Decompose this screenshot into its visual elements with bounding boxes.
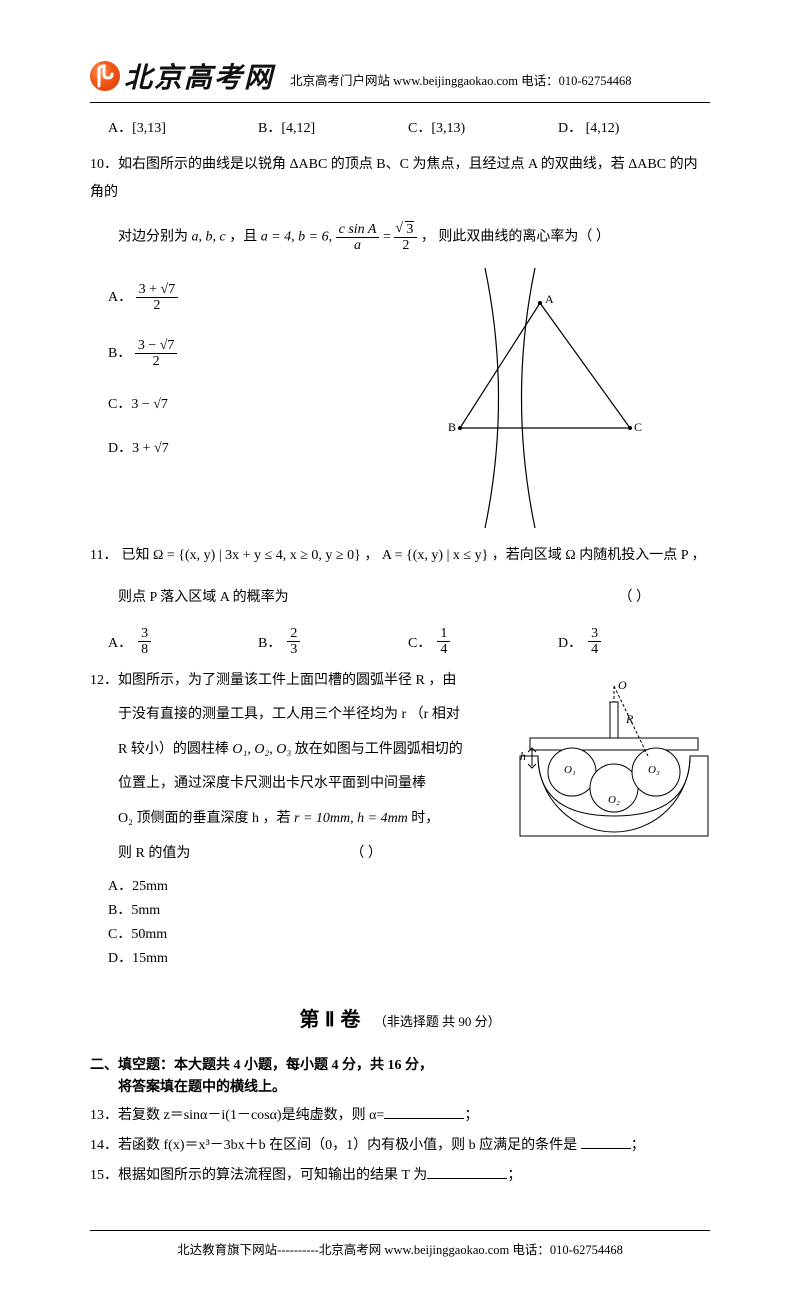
q10-f2n: 3 [405, 221, 414, 237]
q12-p3a: R 较小）的圆柱棒 [118, 742, 232, 757]
q10-fig-B: B [448, 420, 456, 435]
q11-a-l: A． [108, 632, 132, 652]
section2-sub: （非选择题 共 90 分） [374, 1014, 501, 1029]
q13-b: ； [464, 1108, 478, 1123]
q14-b: ； [631, 1138, 645, 1153]
q10-abc: a, b, c [192, 230, 226, 245]
section2-title: 第 Ⅱ 卷 [299, 1009, 360, 1031]
q9-options: A．[3,13] B．[4,12] C．[3,13) D． [4,12) [90, 117, 710, 137]
q10-a-num: 3 + √7 [136, 282, 179, 298]
q11-a-n: 3 [138, 626, 151, 642]
q12-fig-R: R [626, 712, 633, 727]
q12-b: B．5mm [108, 899, 308, 919]
q10-b-den: 2 [135, 354, 178, 369]
q12-fig-O: O [618, 678, 627, 693]
q12-p5a: O₂ 顶侧面的垂直深度 h ，若 [118, 811, 294, 826]
q13-a: 若复数 z＝sinα－i(1－cosα)是纯虚数，则 α= [118, 1108, 384, 1123]
q14-num: 14． [90, 1132, 118, 1160]
q11-c-l: C． [408, 632, 431, 652]
q12-num: 12． [90, 668, 118, 695]
q9-opt-c: C．[3,13) [408, 117, 558, 137]
header-subtitle: 北京高考门户网站 www.beijinggaokao.com 电话：010-62… [290, 70, 632, 89]
q15-blank [427, 1165, 507, 1179]
q10-a-label: A． [108, 290, 132, 305]
q10-c: C．3 − √7 [108, 393, 390, 413]
question-10: 10．如右图所示的曲线是以锐角 ΔABC 的顶点 B、C 为焦点，且经过点 A … [90, 151, 710, 528]
q11-num: 11． [90, 542, 118, 570]
logo-text: 北京高考网 [124, 56, 274, 96]
q10-line2b: ，且 [229, 230, 257, 245]
q11-omega: Ω = {(x, y) | 3x + y ≤ 4, x ≥ 0, y ≥ 0} [153, 548, 361, 563]
q12-fig-h: h [520, 749, 526, 764]
q12-fig-O2: O₂ [608, 794, 620, 806]
q10-fig-A: A [545, 292, 554, 307]
q11-l1c: ，若向区域 Ω 内随机投入一点 P ， [492, 548, 706, 563]
q10-line2c: ， 则此双曲线的离心率为（ ） [421, 230, 610, 245]
q12-p6: 则 R 的值为 [118, 846, 190, 861]
q9-opt-a: A．[3,13] [108, 117, 258, 137]
fill-heading-l2: 将答案填在题中的横线上。 [90, 1076, 710, 1096]
page-footer: 北达教育旗下网站----------北京高考网 www.beijinggaoka… [90, 1230, 710, 1258]
q11-d-d: 4 [588, 642, 601, 657]
section-2-header: 第 Ⅱ 卷 （非选择题 共 90 分） [90, 1003, 710, 1032]
fill-heading-l1: 二、填空题：本大题共 4 小题，每小题 4 分，共 16 分， [90, 1054, 710, 1074]
q11-a-d: 8 [138, 642, 151, 657]
q12-figure: O R h O₁ O₂ O₃ [510, 676, 710, 846]
q11-d-l: D． [558, 632, 582, 652]
q9-opt-b: B．[4,12] [258, 117, 408, 137]
q11-b-n: 2 [287, 626, 300, 642]
q12-p5b: 时， [408, 811, 440, 826]
q15-a: 根据如图所示的算法流程图，可知输出的结果 T 为 [118, 1168, 427, 1183]
q10-a-den: 2 [136, 298, 179, 313]
q10-fig-C: C [634, 420, 642, 435]
q9-opt-d: D． [4,12) [558, 117, 708, 137]
q12-p5eq: r = 10mm, h = 4mm [294, 811, 408, 826]
q11-b-d: 3 [287, 642, 300, 657]
site-logo: 北京高考网 [90, 56, 274, 96]
q10-num: 10． [90, 151, 118, 179]
q12-c: C．50mm [108, 923, 308, 943]
q11-c-n: 1 [437, 626, 450, 642]
logo-icon [90, 61, 120, 91]
q10-d: D．3 + √7 [108, 437, 390, 457]
q11-paren: （ ） [619, 584, 651, 612]
q11-A: A = {(x, y) | x ≤ y} [382, 548, 488, 563]
q10-b-num: 3 − √7 [135, 338, 178, 354]
q14-a: 若函数 f(x)＝x³－3bx＋b 在区间（0，1）内有极小值，则 b 应满足的… [118, 1138, 581, 1153]
q10-f1n: c sin A [336, 222, 380, 238]
q12-p2: 于没有直接的测量工具，工人用三个半径均为 r （r 相对 [90, 702, 498, 729]
q13-blank [384, 1105, 464, 1119]
question-11: 11． 已知 Ω = {(x, y) | 3x + y ≤ 4, x ≥ 0, … [90, 542, 710, 658]
q15-b: ； [507, 1168, 521, 1183]
page-header: 北京高考网 北京高考门户网站 www.beijinggaokao.com 电话：… [90, 56, 710, 96]
question-12: 12．如图所示，为了测量该工件上面凹槽的圆弧半径 R ，由 于没有直接的测量工具… [90, 668, 710, 972]
q12-a: A．25mm [108, 875, 308, 895]
q12-fig-O3: O₃ [648, 764, 660, 776]
header-divider [90, 102, 710, 103]
q11-l1a: 已知 [122, 548, 150, 563]
q10-line2a: 对边分别为 [118, 230, 188, 245]
q12-p4: 位置上，通过深度卡尺测出卡尺水平面到中间量棒 [90, 771, 498, 798]
q10-b-label: B． [108, 346, 131, 361]
q14-blank [581, 1135, 631, 1149]
q11-d-n: 3 [588, 626, 601, 642]
q15-num: 15． [90, 1162, 118, 1190]
q11-c-d: 4 [437, 642, 450, 657]
q12-fig-O1: O₁ [564, 764, 576, 776]
q10-eq-left: a = 4, b = 6, [261, 230, 332, 245]
q10-f2d: 2 [394, 238, 417, 253]
q10-figure: A B C [400, 268, 710, 528]
q12-d: D．15mm [108, 947, 308, 967]
q12-paren: （ ） [350, 846, 382, 861]
q12-p1: 如图所示，为了测量该工件上面凹槽的圆弧半径 R ，由 [118, 673, 456, 688]
q11-l1b: ， [364, 548, 378, 563]
q12-cyl: O₁, O₂, O₃ [232, 742, 291, 757]
q10-line1: 如右图所示的曲线是以锐角 ΔABC 的顶点 B、C 为焦点，且经过点 A 的双曲… [90, 157, 698, 200]
q10-f1d: a [336, 238, 380, 253]
q11-b-l: B． [258, 632, 281, 652]
q13-num: 13． [90, 1102, 118, 1130]
q11-l2: 则点 P 落入区域 A 的概率为 [118, 590, 289, 605]
q12-p3b: 放在如图与工件圆弧相切的 [291, 742, 463, 757]
